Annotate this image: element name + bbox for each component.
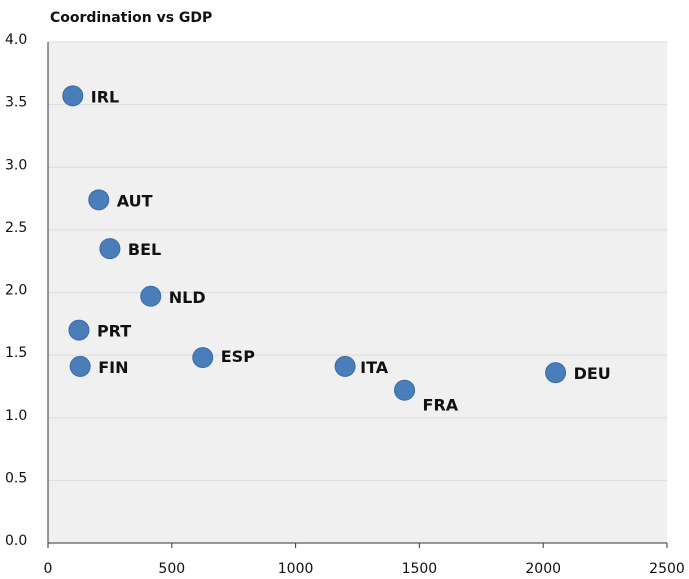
point	[394, 379, 416, 401]
point	[88, 189, 110, 211]
x-tick-label: 1500	[402, 561, 438, 577]
point-label: FRA	[423, 396, 459, 415]
y-tick-label: 1.5	[5, 345, 27, 361]
point-label: ITA	[360, 358, 389, 377]
point-label: PRT	[97, 322, 131, 341]
point	[192, 347, 214, 369]
x-tick-label: 2000	[525, 561, 561, 577]
point-label: BEL	[128, 240, 161, 259]
point	[62, 85, 84, 107]
x-tick-label: 0	[44, 561, 53, 577]
x-tick-label: 500	[158, 561, 185, 577]
y-tick-label: 0.5	[5, 470, 27, 486]
y-tick-label: 3.0	[5, 157, 27, 173]
y-tick-label: 1.0	[5, 408, 27, 424]
point	[99, 238, 121, 260]
point-label: NLD	[169, 288, 206, 307]
chart-title: Coordination vs GDP	[50, 10, 212, 26]
x-tick-label: 2500	[649, 561, 685, 577]
point-label: FIN	[98, 358, 128, 377]
point	[334, 355, 356, 377]
y-tick-label: 2.5	[5, 220, 27, 236]
point	[68, 319, 90, 341]
point-label: AUT	[117, 191, 153, 210]
point-label: IRL	[91, 87, 119, 106]
point-label: ESP	[221, 347, 255, 366]
y-tick-label: 0.0	[5, 533, 27, 549]
y-tick-label: 2.0	[5, 283, 27, 299]
point	[140, 285, 162, 307]
point	[545, 362, 567, 384]
point-label: DEU	[574, 364, 611, 383]
y-tick-label: 4.0	[5, 32, 27, 48]
y-tick-label: 3.5	[5, 95, 27, 111]
point	[69, 355, 91, 377]
x-tick-label: 1000	[278, 561, 314, 577]
